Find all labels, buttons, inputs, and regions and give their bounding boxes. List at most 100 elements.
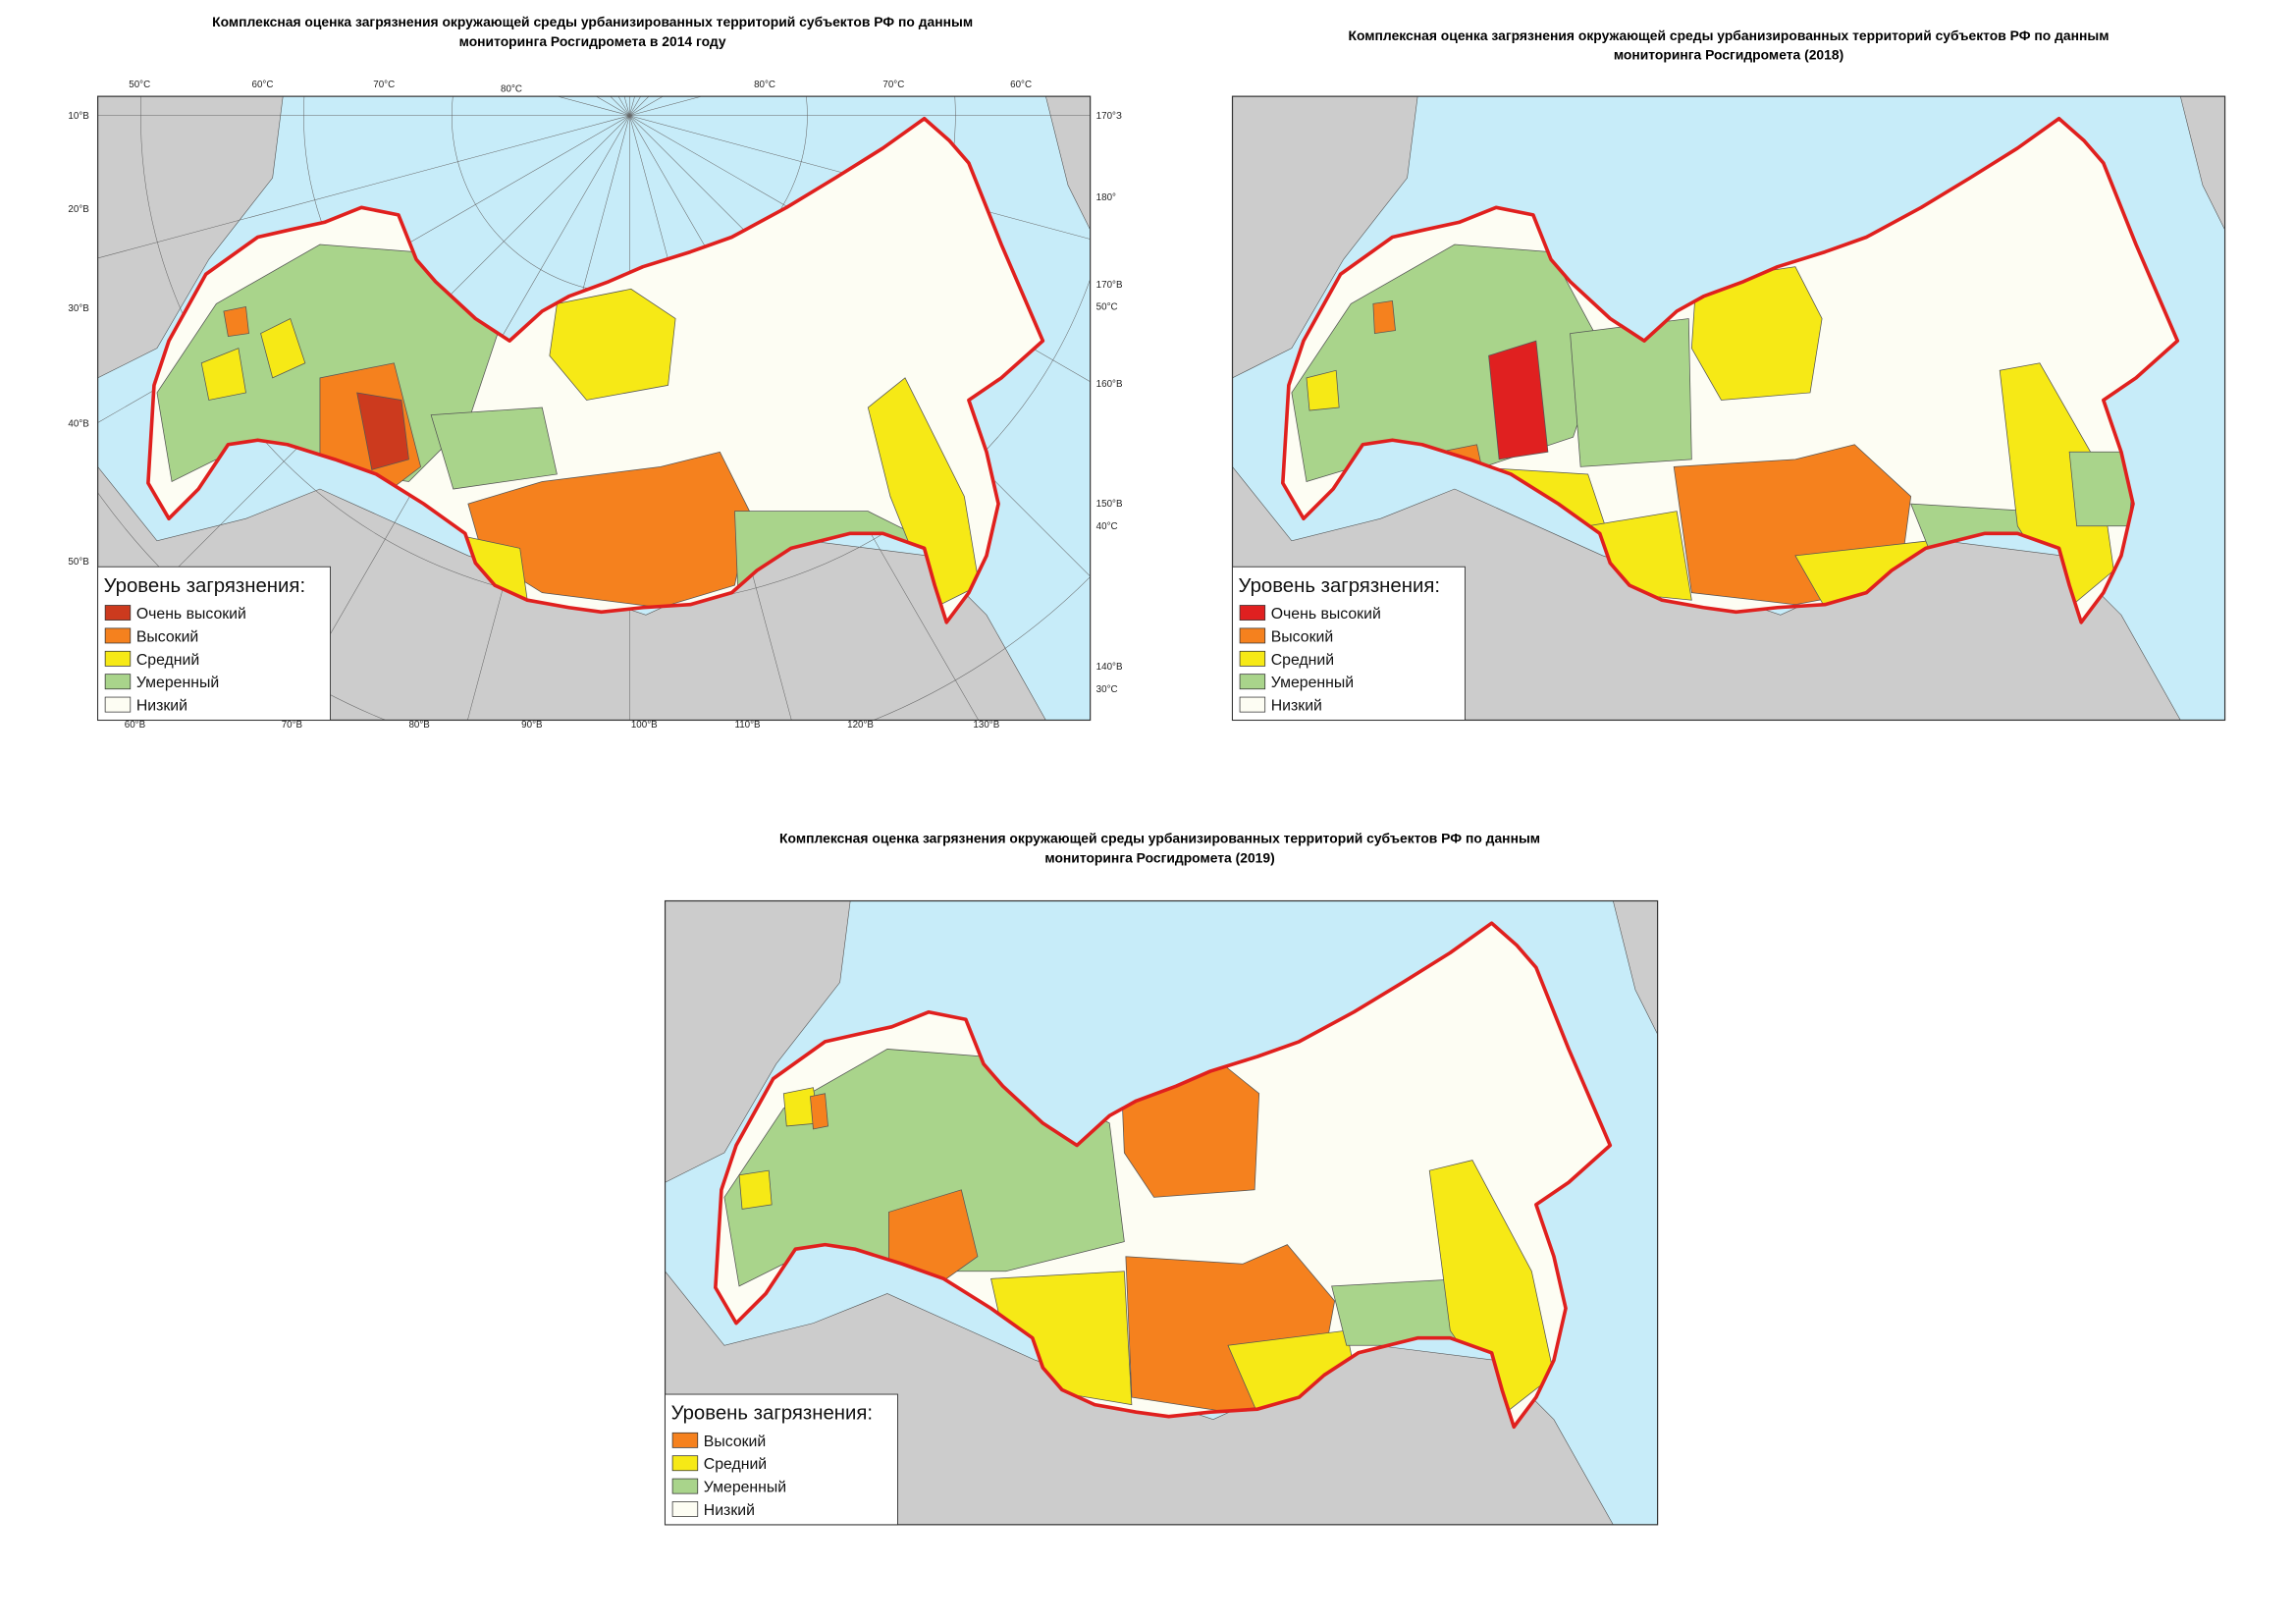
legend-swatch [104,650,132,667]
map-frame [1231,95,2226,722]
legend-swatch [671,1455,699,1472]
legend-label: Очень высокий [136,606,246,623]
legend-title: Уровень загрязнения: [104,575,305,597]
map-title: Комплексная оценка загрязнения окружающе… [212,14,973,29]
legend-box [665,1393,898,1526]
legend: Уровень загрязнения: Очень высокий Высокий… [97,566,331,721]
legend-swatch [671,1501,699,1517]
legend-title: Уровень загрязнения: [671,1403,873,1425]
region [1306,369,1340,411]
map: Уровень загрязнения: Очень высокий Высокий… [68,80,1123,731]
russia-border [714,921,1613,1430]
graticule-label: 180° [1096,192,1116,203]
map-title: Комплексная оценка загрязнения окружающе… [779,831,1540,846]
legend-box [97,566,331,721]
legend-swatch [104,696,132,713]
region [867,377,980,609]
graticule-label: 10°В [68,111,89,122]
graticule-label: 150°В [1096,499,1123,510]
graticule-label: 110°В [734,720,761,731]
graticule-label: 80°С [754,80,775,90]
russia-border [1281,116,2180,624]
graticule-label: 170°З [1096,111,1122,122]
legend-label: Низкий [1271,698,1322,715]
russia-border [146,116,1045,624]
graticule-label: 70°С [373,80,395,90]
legend-label: Низкий [136,698,187,715]
legend-swatch [671,1432,699,1448]
graticule-label: 160°В [1096,379,1123,390]
meridian [97,115,630,423]
region [1488,340,1549,460]
graticule-label: 20°В [68,204,89,215]
region [810,1093,828,1130]
foreign-land [97,96,284,379]
region [1372,299,1396,335]
graticule-label: 90°В [521,720,543,731]
legend-swatch [1239,696,1266,713]
legend-swatch [104,605,132,621]
graticule-label: 170°В [1096,280,1123,291]
region [260,317,306,379]
legend: Уровень загрязнения: Высокий Средний Умерен… [665,1393,898,1526]
graticule-label: 70°С [882,80,904,90]
legend-label: Низкий [704,1502,755,1519]
graticule-label: 50°В [68,557,89,568]
legend-label: Умеренный [704,1480,786,1496]
legend-label: Очень высокий [1271,606,1381,623]
region [738,1169,773,1210]
graticule-label: 70°В [282,720,303,731]
legend-box [1232,566,1466,721]
legend-swatch [1239,605,1266,621]
legend-label: Высокий [1271,628,1333,645]
graticule-label: 100°В [631,720,658,731]
map-frame [664,899,1659,1526]
map-body [97,96,1091,721]
russia [715,923,1611,1428]
legend-label: Средний [704,1456,767,1473]
legend-swatch [1239,627,1266,644]
graticule-label: 60°В [125,720,146,731]
foreign-land [1232,96,1418,379]
graticule-label: 130°В [973,720,999,731]
foreign-land [665,900,851,1183]
graticule-label: 80°В [408,720,430,731]
map: Уровень загрязнения: Очень высокий Высокий… [1231,95,2226,722]
map-title: мониторинга Росгидромета (2018) [1614,46,1843,62]
legend-swatch [1239,650,1266,667]
legend-label: Высокий [136,628,198,645]
legend-swatch [671,1478,699,1494]
graticule-label: 50°С [129,80,150,90]
foreign-land [1045,96,1091,231]
region [430,406,558,490]
graticule-label: 30°С [1096,684,1118,695]
region [223,305,249,338]
foreign-land [1613,900,1658,1035]
legend-title: Уровень загрязнения: [1239,575,1440,597]
graticule-label: 120°В [847,720,874,731]
legend-label: Средний [1271,652,1334,669]
graticule-label: 60°С [1010,80,1032,90]
region [1690,266,1823,401]
map-title: мониторинга Росгидромета в 2014 году [459,33,726,49]
graticule-label: 30°В [68,303,89,314]
region [200,348,246,401]
legend: Уровень загрязнения: Очень высокий Высокий… [1232,566,1466,721]
map-title: мониторинга Росгидромета (2019) [1044,849,1274,865]
graticule-label: 40°В [68,419,89,430]
region [1570,318,1692,467]
meridian [97,115,630,259]
region [549,288,676,401]
graticule-label: 140°В [1096,662,1123,673]
map: Уровень загрязнения: Высокий Средний Умерен… [664,899,1659,1526]
map-title: Комплексная оценка загрязнения окружающе… [1349,27,2109,43]
legend-label: Умеренный [136,675,219,691]
region [356,392,409,470]
graticule-label: 80°С [501,84,522,95]
legend-swatch [1239,674,1266,690]
foreign-land [2179,96,2225,231]
legend-label: Средний [136,652,199,669]
legend-label: Умеренный [1271,675,1354,691]
